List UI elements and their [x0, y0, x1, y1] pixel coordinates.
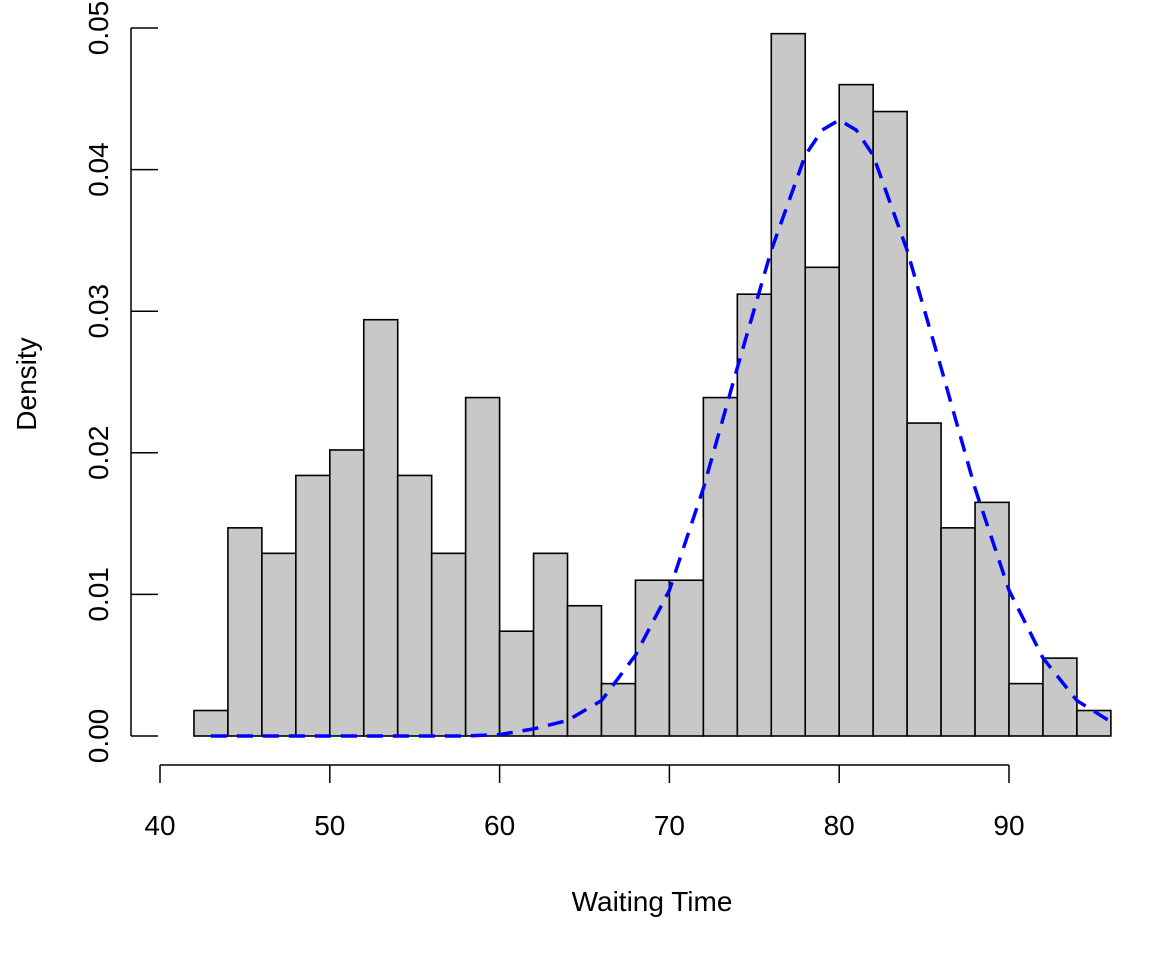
histogram-bar — [838, 83, 874, 737]
y-tick-label: 0.04 — [83, 142, 114, 197]
histogram-bar — [362, 318, 399, 737]
x-tick-label: 60 — [484, 810, 515, 841]
density-curve — [210, 117, 1112, 738]
histogram-bar — [804, 266, 840, 737]
y-tick-label: 0.02 — [83, 426, 114, 481]
histogram-bar — [736, 293, 773, 737]
histogram-bar — [872, 110, 908, 737]
x-tick-label: 80 — [824, 810, 855, 841]
y-axis-ticks: 0.00 0.01 0.02 0.03 0.04 0.05 — [83, 1, 158, 764]
y-tick-label: 0.05 — [83, 1, 114, 56]
histogram-bar — [193, 709, 229, 737]
histogram-bar — [634, 579, 671, 737]
histogram-bar — [1008, 682, 1044, 737]
histogram-bar — [1076, 709, 1112, 737]
histogram-bar — [261, 552, 297, 737]
histogram-bars — [193, 32, 1112, 737]
histogram-bar — [566, 604, 603, 737]
histogram-bar — [498, 630, 535, 737]
x-tick-label: 70 — [654, 810, 685, 841]
y-axis-title: Density — [11, 337, 42, 430]
histogram-bar — [702, 396, 739, 737]
histogram-bar — [1042, 657, 1078, 737]
y-tick-label: 0.03 — [83, 284, 114, 339]
histogram-bar — [295, 474, 331, 737]
histogram-bar — [600, 682, 637, 737]
x-axis-ticks: 40 50 60 70 80 90 — [144, 765, 1025, 841]
x-tick-label: 90 — [993, 810, 1024, 841]
histogram-bar — [668, 579, 705, 737]
x-tick-label: 40 — [144, 810, 175, 841]
histogram-bar — [940, 527, 976, 737]
x-tick-label: 50 — [314, 810, 345, 841]
histogram-bar — [227, 527, 263, 737]
histogram-bar — [328, 449, 365, 737]
histogram-bar — [464, 396, 501, 737]
histogram-bar — [532, 552, 569, 737]
histogram-bar — [430, 552, 467, 737]
y-tick-label: 0.01 — [83, 567, 114, 622]
histogram-bar — [906, 422, 942, 737]
histogram-bar — [770, 32, 807, 737]
x-axis-title: Waiting Time — [572, 886, 733, 917]
y-tick-label: 0.00 — [83, 709, 114, 764]
histogram-bar — [396, 474, 433, 737]
